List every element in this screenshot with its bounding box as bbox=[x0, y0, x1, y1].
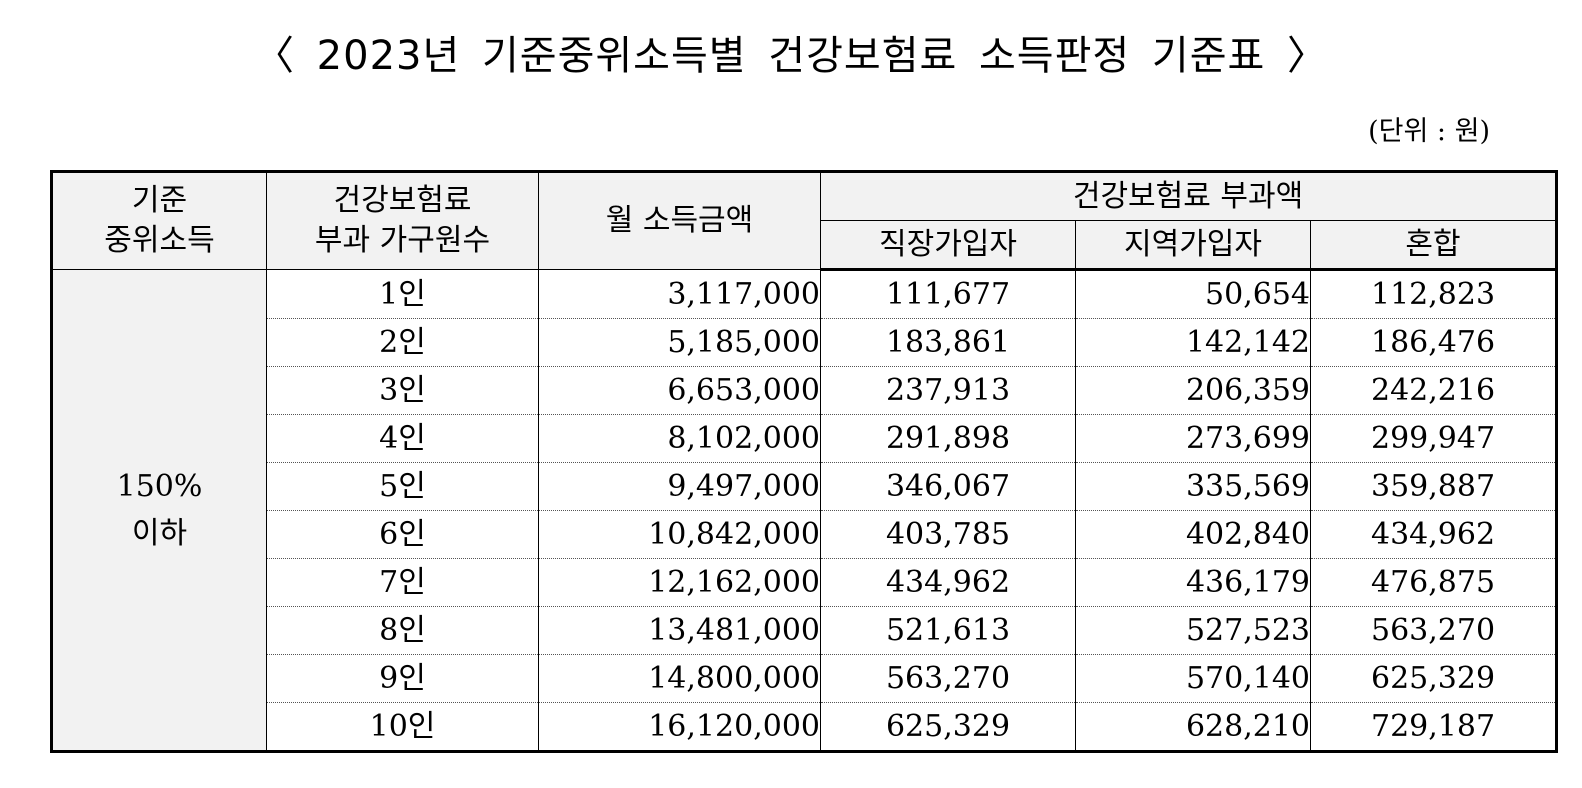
header-members-line2: 부과 가구원수 bbox=[314, 223, 491, 258]
regional-cell: 402,840 bbox=[1075, 510, 1311, 559]
income-cell: 9,497,000 bbox=[538, 462, 821, 511]
header-row-2: 직장가입자 지역가입자 혼합 bbox=[52, 220, 1558, 271]
members-cell: 2인 bbox=[266, 318, 539, 367]
table-row: 6인 10,842,000 403,785 402,840 434,962 bbox=[52, 510, 1558, 559]
members-cell: 4인 bbox=[266, 414, 539, 463]
members-cell: 5인 bbox=[266, 462, 539, 511]
header-median-income: 기준 중위소득 bbox=[51, 171, 267, 270]
mixed-cell: 359,887 bbox=[1309, 462, 1558, 511]
regional-cell: 50,654 bbox=[1075, 269, 1311, 319]
mixed-cell: 563,270 bbox=[1309, 606, 1558, 655]
income-cell: 13,481,000 bbox=[538, 606, 821, 655]
mixed-cell: 434,962 bbox=[1309, 510, 1558, 559]
mixed-cell: 625,329 bbox=[1309, 654, 1558, 703]
mixed-cell: 242,216 bbox=[1309, 366, 1558, 415]
regional-cell: 570,140 bbox=[1075, 654, 1311, 703]
table-row: 7인 12,162,000 434,962 436,179 476,875 bbox=[52, 558, 1558, 607]
income-cell: 14,800,000 bbox=[538, 654, 821, 703]
table-row: 8인 13,481,000 521,613 527,523 563,270 bbox=[52, 606, 1558, 655]
header-premium-amount: 건강보험료 부과액 bbox=[819, 171, 1558, 221]
employee-cell: 521,613 bbox=[820, 606, 1076, 655]
mixed-cell: 112,823 bbox=[1309, 269, 1558, 319]
regional-cell: 628,210 bbox=[1075, 702, 1311, 752]
members-cell: 7인 bbox=[266, 558, 539, 607]
employee-cell: 183,861 bbox=[820, 318, 1076, 367]
table-row: 10인 16,120,000 625,329 628,210 729,187 bbox=[52, 702, 1558, 752]
regional-cell: 527,523 bbox=[1075, 606, 1311, 655]
header-row-1: 기준 중위소득 건강보험료 부과 가구원수 월 소득금액 건강보험료 부과액 bbox=[51, 171, 1558, 270]
table-row: 3인 6,653,000 237,913 206,359 242,216 bbox=[52, 366, 1558, 415]
table-row: 4인 8,102,000 291,898 273,699 299,947 bbox=[52, 414, 1558, 463]
mixed-cell: 476,875 bbox=[1309, 558, 1558, 607]
header-members-line1: 건강보험료 bbox=[333, 183, 472, 218]
employee-cell: 346,067 bbox=[820, 462, 1076, 511]
employee-cell: 563,270 bbox=[820, 654, 1076, 703]
members-cell: 1인 bbox=[266, 269, 539, 319]
income-cell: 5,185,000 bbox=[538, 318, 821, 367]
regional-cell: 142,142 bbox=[1075, 318, 1311, 367]
header-household-members: 건강보험료 부과 가구원수 bbox=[266, 171, 539, 270]
regional-cell: 273,699 bbox=[1075, 414, 1311, 463]
employee-cell: 625,329 bbox=[820, 702, 1076, 752]
header-regional: 지역가입자 bbox=[1075, 220, 1311, 271]
employee-cell: 237,913 bbox=[820, 366, 1076, 415]
employee-cell: 403,785 bbox=[820, 510, 1076, 559]
employee-cell: 111,677 bbox=[820, 269, 1076, 319]
income-criteria-table: 기준 중위소득 건강보험료 부과 가구원수 월 소득금액 건강보험료 부과액 직… bbox=[50, 170, 1559, 753]
members-cell: 10인 bbox=[266, 702, 539, 752]
median-percent: 150% bbox=[116, 469, 203, 504]
table-row: 2인 5,185,000 183,861 142,142 186,476 bbox=[52, 318, 1558, 367]
header-employee: 직장가입자 bbox=[820, 220, 1076, 271]
header-monthly-income: 월 소득금액 bbox=[538, 171, 821, 270]
table-row: 150% 이하 1인 3,117,000 111,677 50,654 112,… bbox=[51, 269, 1558, 752]
employee-cell: 434,962 bbox=[820, 558, 1076, 607]
members-cell: 6인 bbox=[266, 510, 539, 559]
income-cell: 6,653,000 bbox=[538, 366, 821, 415]
regional-cell: 335,569 bbox=[1075, 462, 1311, 511]
income-cell: 16,120,000 bbox=[538, 702, 821, 752]
median-below: 이하 bbox=[131, 516, 188, 551]
mixed-cell: 729,187 bbox=[1309, 702, 1558, 752]
header-median-line2: 중위소득 bbox=[104, 223, 215, 258]
regional-cell: 436,179 bbox=[1075, 558, 1311, 607]
mixed-cell: 186,476 bbox=[1309, 318, 1558, 367]
page-title: 〈 2023년 기준중위소득별 건강보험료 소득판정 기준표 〉 bbox=[253, 33, 1329, 79]
table-row: 9인 14,800,000 563,270 570,140 625,329 bbox=[52, 654, 1558, 703]
income-cell: 10,842,000 bbox=[538, 510, 821, 559]
employee-cell: 291,898 bbox=[820, 414, 1076, 463]
income-cell: 3,117,000 bbox=[538, 269, 821, 319]
income-cell: 12,162,000 bbox=[538, 558, 821, 607]
unit-note: (단위 : 원) bbox=[1368, 116, 1490, 147]
members-cell: 9인 bbox=[266, 654, 539, 703]
median-income-group: 150% 이하 bbox=[51, 269, 267, 752]
header-mixed: 혼합 bbox=[1309, 220, 1558, 271]
members-cell: 3인 bbox=[266, 366, 539, 415]
table-row: 5인 9,497,000 346,067 335,569 359,887 bbox=[52, 462, 1558, 511]
regional-cell: 206,359 bbox=[1075, 366, 1311, 415]
mixed-cell: 299,947 bbox=[1309, 414, 1558, 463]
income-cell: 8,102,000 bbox=[538, 414, 821, 463]
header-median-line1: 기준 bbox=[131, 183, 188, 218]
members-cell: 8인 bbox=[266, 606, 539, 655]
